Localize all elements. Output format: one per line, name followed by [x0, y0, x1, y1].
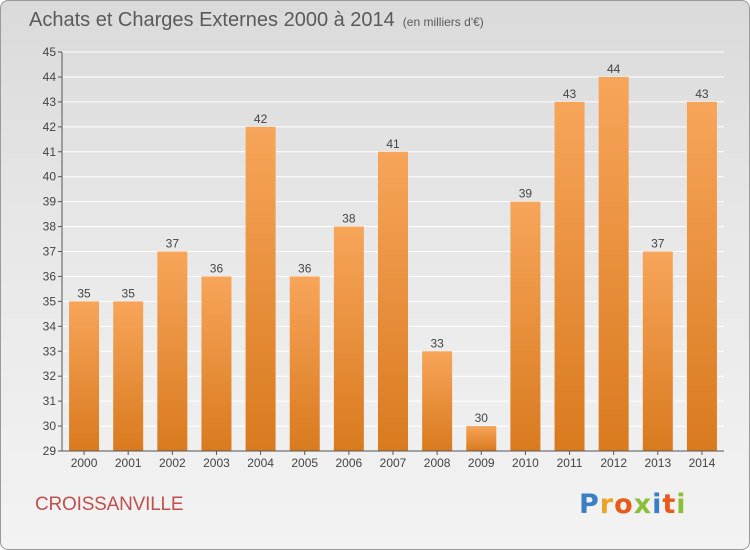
y-tick-label: 30: [43, 419, 57, 433]
y-tick-label: 44: [43, 70, 57, 84]
y-tick-label: 38: [43, 220, 57, 234]
y-tick-label: 45: [43, 45, 57, 59]
bar-2014: [686, 101, 717, 451]
y-tick-label: 32: [43, 369, 57, 383]
bar-2012: [598, 76, 629, 451]
data-label-2003: 36: [210, 261, 224, 275]
data-label-2004: 42: [254, 112, 268, 126]
bar-2000: [69, 301, 100, 451]
bar-2011: [554, 101, 585, 451]
data-label-2005: 36: [298, 261, 312, 275]
y-tick-label: 42: [43, 120, 57, 134]
x-tick-label-2004: 2004: [247, 456, 274, 470]
x-tick-label-2013: 2013: [644, 456, 671, 470]
y-tick-label: 39: [43, 195, 57, 209]
y-tick-label: 34: [43, 319, 57, 333]
bar-2006: [333, 226, 364, 451]
data-label-2010: 39: [519, 187, 533, 201]
x-tick-label-2008: 2008: [424, 456, 451, 470]
y-tick-label: 36: [43, 269, 57, 283]
y-tick-label: 41: [43, 145, 57, 159]
data-label-2014: 43: [695, 87, 709, 101]
data-label-2008: 33: [430, 336, 444, 350]
x-tick-label-2001: 2001: [115, 456, 142, 470]
y-tick-label: 40: [43, 170, 57, 184]
y-tick-label: 37: [43, 245, 57, 259]
x-tick-label-2009: 2009: [468, 456, 495, 470]
title-text: Achats et Charges Externes 2000 à 2014: [29, 9, 395, 31]
bar-2009: [466, 426, 497, 451]
y-tick-label: 35: [43, 294, 57, 308]
data-label-2002: 37: [166, 237, 180, 251]
bar-2004: [245, 126, 276, 451]
x-tick-label-2012: 2012: [600, 456, 627, 470]
x-tick-label-2002: 2002: [159, 456, 186, 470]
unit-text: (en milliers d'€): [402, 15, 484, 29]
bar-2010: [510, 201, 541, 451]
x-tick-label-2000: 2000: [71, 456, 98, 470]
y-tick-label: 29: [43, 444, 57, 458]
x-tick-label-2006: 2006: [336, 456, 363, 470]
data-label-2006: 38: [342, 212, 356, 226]
bar-2001: [113, 301, 144, 451]
data-labels: 35 35 37 36 42 36 38 41 33 30 39 43 44 37 43: [77, 62, 709, 425]
data-label-2001: 35: [122, 286, 136, 300]
data-label-2012: 44: [607, 62, 621, 76]
bar-2002: [157, 251, 188, 451]
data-label-2009: 30: [475, 411, 489, 425]
y-tick-label: 33: [43, 344, 57, 358]
city-name: CROISSANVILLE: [35, 494, 184, 515]
x-tick-label-2011: 2011: [557, 456, 583, 470]
bar-2007: [378, 151, 408, 451]
bars: [69, 76, 717, 451]
x-tick-label-2003: 2003: [203, 456, 230, 470]
data-label-2013: 37: [651, 237, 665, 251]
data-label-2007: 41: [386, 137, 400, 151]
bar-2008: [422, 351, 453, 451]
bar-2013: [642, 251, 673, 451]
bar-2003: [201, 276, 232, 451]
bar-2005: [289, 276, 320, 451]
x-tick-label-2005: 2005: [291, 456, 318, 470]
y-tick-label: 31: [43, 394, 57, 408]
data-label-2011: 43: [563, 87, 577, 101]
x-tick-label-2014: 2014: [689, 456, 716, 470]
y-tick-label: 43: [43, 95, 57, 109]
x-tick-label-2010: 2010: [512, 456, 539, 470]
axes: 29 30 31 32 33 34 35 36 37 38 39 40 41 42 43 44 45 2000 20…: [43, 45, 724, 470]
proxiti-logo: Proxiti: [579, 489, 687, 520]
chart-title: Achats et Charges Externes 2000 à 2014 (e…: [29, 9, 484, 32]
data-label-2000: 35: [77, 286, 91, 300]
x-tick-label-2007: 2007: [380, 456, 407, 470]
